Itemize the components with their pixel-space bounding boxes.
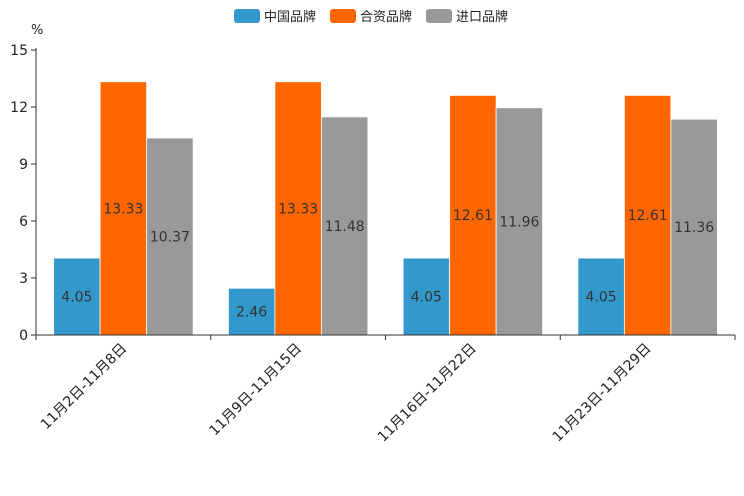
- data-label: 10.37: [150, 229, 190, 245]
- legend: 中国品牌 合资品牌 进口品牌: [234, 9, 508, 25]
- bar: [320, 116, 369, 336]
- data-label: 11.96: [499, 214, 539, 230]
- bar: [402, 257, 451, 336]
- legend-label: 合资品牌: [360, 9, 412, 25]
- bar: [495, 107, 544, 336]
- y-tick-label: 6: [19, 214, 28, 230]
- y-axis-unit: %: [31, 23, 43, 38]
- data-label: 4.05: [411, 290, 442, 306]
- y-tick-label: 0: [19, 328, 28, 344]
- bar: [227, 287, 276, 336]
- data-label: 11.36: [674, 220, 714, 236]
- data-label: 13.33: [103, 201, 143, 217]
- bar: [623, 95, 672, 336]
- y-tick-label: 3: [19, 271, 28, 287]
- data-label: 12.61: [628, 208, 668, 224]
- legend-label: 进口品牌: [456, 9, 508, 25]
- legend-swatch: [330, 9, 356, 23]
- data-label: 4.05: [61, 290, 92, 306]
- bar: [274, 81, 322, 336]
- data-label: 4.05: [586, 290, 617, 306]
- x-tick-label: 11月23日-11月29日: [550, 341, 655, 446]
- x-tick-label: 11月2日-11月8日: [38, 341, 130, 433]
- y-tick-label: 15: [10, 43, 28, 59]
- x-tick-label: 11月9日-11月15日: [206, 341, 305, 440]
- legend-label: 中国品牌: [264, 9, 316, 25]
- x-tick-label: 11月16日-11月22日: [375, 341, 480, 446]
- data-label: 12.61: [453, 208, 493, 224]
- data-label: 13.33: [278, 201, 318, 217]
- bar: [577, 257, 625, 336]
- bar: [670, 118, 718, 336]
- data-label: 2.46: [236, 305, 267, 321]
- data-label: 11.48: [325, 219, 365, 235]
- y-axis: 0 3 6 9 12 15: [10, 43, 37, 344]
- bars: 4.05 2.46 4.05 4.05 13.33 13.33 12.61 12.61 10.3…: [53, 81, 718, 336]
- y-tick-label: 12: [10, 100, 28, 116]
- bar: [99, 81, 148, 336]
- x-axis: 11月2日-11月8日 11月9日-11月15日 11月16日-11月22日 11月2…: [35, 334, 736, 446]
- bar: [146, 137, 194, 336]
- y-tick-label: 9: [19, 157, 28, 173]
- legend-swatch: [426, 9, 452, 23]
- legend-swatch: [234, 9, 260, 23]
